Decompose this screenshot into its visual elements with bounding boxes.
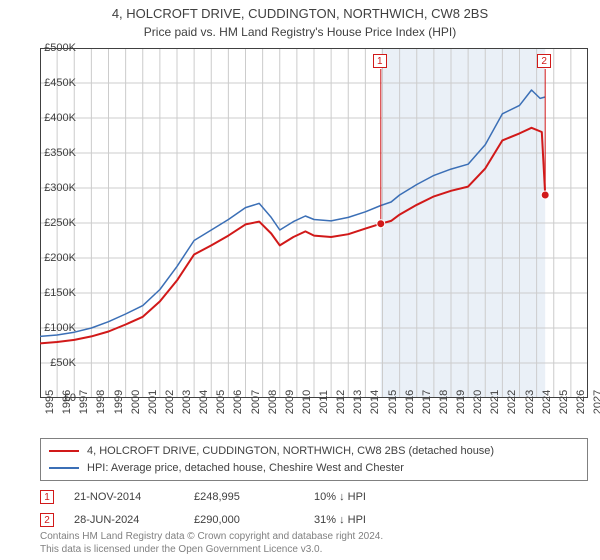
x-axis-tick: 1997 bbox=[78, 390, 90, 414]
chart-title: 4, HOLCROFT DRIVE, CUDDINGTON, NORTHWICH… bbox=[0, 0, 600, 23]
x-axis-tick: 2015 bbox=[387, 390, 399, 414]
legend-item: 4, HOLCROFT DRIVE, CUDDINGTON, NORTHWICH… bbox=[49, 443, 579, 460]
x-axis-tick: 2009 bbox=[284, 390, 296, 414]
chart-subtitle: Price paid vs. HM Land Registry's House … bbox=[0, 23, 600, 39]
x-axis-tick: 2008 bbox=[267, 390, 279, 414]
x-axis-tick: 2018 bbox=[438, 390, 450, 414]
x-axis-tick: 2017 bbox=[421, 390, 433, 414]
x-axis-tick: 2027 bbox=[592, 390, 600, 414]
transaction-change: 10% ↓ HPI bbox=[314, 491, 414, 503]
x-axis-tick: 2021 bbox=[489, 390, 501, 414]
x-axis-tick: 2001 bbox=[147, 390, 159, 414]
x-axis-tick: 2004 bbox=[198, 390, 210, 414]
line-chart bbox=[40, 48, 588, 398]
x-axis-tick: 1998 bbox=[95, 390, 107, 414]
transaction-date: 28-JUN-2024 bbox=[74, 514, 174, 526]
y-axis-tick: £150K bbox=[28, 287, 76, 299]
x-axis-tick: 2014 bbox=[369, 390, 381, 414]
legend-item: HPI: Average price, detached house, Ches… bbox=[49, 460, 579, 477]
x-axis-tick: 2010 bbox=[301, 390, 313, 414]
x-axis-tick: 2005 bbox=[215, 390, 227, 414]
legend-swatch bbox=[49, 467, 79, 469]
x-axis-tick: 1995 bbox=[44, 390, 56, 414]
x-axis-tick: 2000 bbox=[130, 390, 142, 414]
y-axis-tick: £300K bbox=[28, 182, 76, 194]
legend-box: 4, HOLCROFT DRIVE, CUDDINGTON, NORTHWICH… bbox=[40, 438, 588, 481]
x-axis-tick: 2006 bbox=[232, 390, 244, 414]
transaction-marker-icon: 1 bbox=[40, 490, 54, 504]
transaction-row: 1 21-NOV-2014 £248,995 10% ↓ HPI bbox=[40, 490, 588, 504]
y-axis-tick: £350K bbox=[28, 147, 76, 159]
legend-label: 4, HOLCROFT DRIVE, CUDDINGTON, NORTHWICH… bbox=[87, 443, 494, 460]
y-axis-tick: £400K bbox=[28, 112, 76, 124]
legend-label: HPI: Average price, detached house, Ches… bbox=[87, 460, 404, 477]
x-axis-tick: 2012 bbox=[335, 390, 347, 414]
transaction-row: 2 28-JUN-2024 £290,000 31% ↓ HPI bbox=[40, 513, 588, 527]
x-axis-tick: 2011 bbox=[318, 390, 330, 414]
x-axis-tick: 2003 bbox=[181, 390, 193, 414]
chart-marker-1: 1 bbox=[373, 54, 387, 68]
x-axis-tick: 1996 bbox=[61, 390, 73, 414]
transaction-price: £248,995 bbox=[194, 491, 294, 503]
transaction-price: £290,000 bbox=[194, 514, 294, 526]
x-axis-tick: 2002 bbox=[164, 390, 176, 414]
chart-marker-2: 2 bbox=[537, 54, 551, 68]
y-axis-tick: £100K bbox=[28, 322, 76, 334]
y-axis-tick: £200K bbox=[28, 252, 76, 264]
x-axis-tick: 2019 bbox=[455, 390, 467, 414]
x-axis-tick: 1999 bbox=[113, 390, 125, 414]
x-axis-tick: 2025 bbox=[558, 390, 570, 414]
legend-and-transactions: 4, HOLCROFT DRIVE, CUDDINGTON, NORTHWICH… bbox=[40, 438, 588, 527]
x-axis-tick: 2013 bbox=[352, 390, 364, 414]
y-axis-tick: £50K bbox=[28, 357, 76, 369]
x-axis-tick: 2016 bbox=[404, 390, 416, 414]
x-axis-tick: 2026 bbox=[575, 390, 587, 414]
footer-attribution: Contains HM Land Registry data © Crown c… bbox=[40, 530, 383, 556]
chart-area: £0£50K£100K£150K£200K£250K£300K£350K£400… bbox=[40, 48, 588, 398]
transaction-change: 31% ↓ HPI bbox=[314, 514, 414, 526]
y-axis-tick: £450K bbox=[28, 77, 76, 89]
footer-line-1: Contains HM Land Registry data © Crown c… bbox=[40, 530, 383, 543]
footer-line-2: This data is licensed under the Open Gov… bbox=[40, 543, 383, 556]
x-axis-tick: 2024 bbox=[541, 390, 553, 414]
transaction-marker-icon: 2 bbox=[40, 513, 54, 527]
y-axis-tick: £250K bbox=[28, 217, 76, 229]
y-axis-tick: £500K bbox=[28, 42, 76, 54]
legend-swatch bbox=[49, 450, 79, 452]
x-axis-tick: 2022 bbox=[506, 390, 518, 414]
transaction-date: 21-NOV-2014 bbox=[74, 491, 174, 503]
x-axis-tick: 2023 bbox=[524, 390, 536, 414]
x-axis-tick: 2020 bbox=[472, 390, 484, 414]
x-axis-tick: 2007 bbox=[250, 390, 262, 414]
